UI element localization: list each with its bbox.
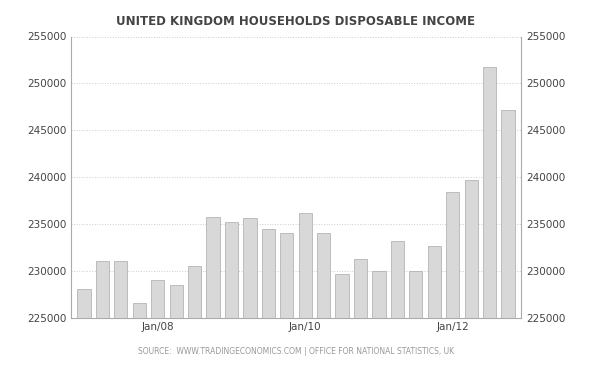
Bar bbox=[336, 273, 349, 365]
Bar bbox=[243, 218, 256, 365]
Bar bbox=[96, 261, 109, 365]
Bar bbox=[114, 261, 127, 365]
Bar bbox=[207, 217, 220, 365]
Bar bbox=[317, 233, 330, 365]
Bar bbox=[169, 285, 183, 365]
Bar bbox=[427, 246, 441, 365]
Bar bbox=[78, 289, 91, 365]
Bar bbox=[225, 222, 238, 365]
Text: SOURCE:  WWW.TRADINGECONOMICS.COM | OFFICE FOR NATIONAL STATISTICS, UK: SOURCE: WWW.TRADINGECONOMICS.COM | OFFIC… bbox=[138, 347, 454, 356]
Bar bbox=[151, 280, 165, 365]
Bar bbox=[409, 271, 423, 365]
Bar bbox=[391, 241, 404, 365]
Bar bbox=[465, 180, 478, 365]
Bar bbox=[133, 303, 146, 365]
Bar bbox=[446, 192, 459, 365]
Bar bbox=[354, 260, 367, 365]
Bar bbox=[298, 213, 312, 365]
Bar bbox=[262, 228, 275, 365]
Bar bbox=[188, 266, 201, 365]
Title: UNITED KINGDOM HOUSEHOLDS DISPOSABLE INCOME: UNITED KINGDOM HOUSEHOLDS DISPOSABLE INC… bbox=[117, 15, 475, 28]
Bar bbox=[280, 233, 294, 365]
Bar bbox=[483, 68, 496, 365]
Bar bbox=[501, 110, 514, 365]
Bar bbox=[372, 271, 385, 365]
